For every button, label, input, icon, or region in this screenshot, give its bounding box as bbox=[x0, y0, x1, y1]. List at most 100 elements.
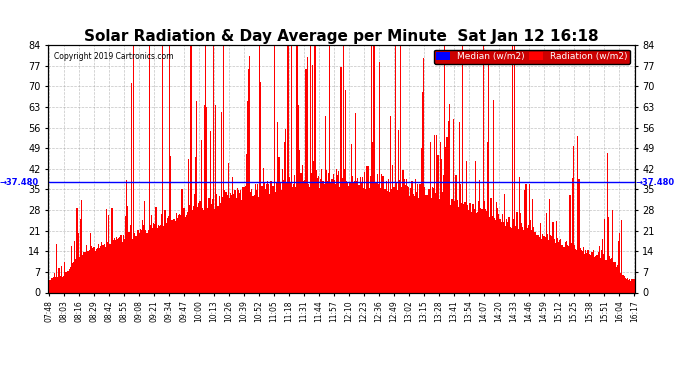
Bar bbox=[469, 204, 470, 292]
Bar bbox=[477, 212, 478, 292]
Bar bbox=[105, 247, 106, 292]
Bar bbox=[203, 210, 204, 292]
Bar bbox=[415, 179, 416, 292]
Bar bbox=[224, 190, 226, 292]
Bar bbox=[542, 234, 544, 292]
Bar bbox=[495, 220, 496, 292]
Bar bbox=[263, 168, 264, 292]
Bar bbox=[502, 214, 503, 292]
Bar bbox=[80, 219, 81, 292]
Bar bbox=[564, 247, 565, 292]
Bar bbox=[518, 229, 519, 292]
Bar bbox=[565, 242, 566, 292]
Bar bbox=[475, 161, 476, 292]
Bar bbox=[117, 239, 118, 292]
Bar bbox=[207, 207, 208, 292]
Bar bbox=[197, 207, 198, 292]
Bar bbox=[569, 195, 571, 292]
Bar bbox=[489, 217, 491, 292]
Bar bbox=[533, 227, 535, 292]
Bar bbox=[241, 200, 242, 292]
Bar bbox=[199, 201, 201, 292]
Bar bbox=[177, 218, 178, 292]
Bar bbox=[435, 193, 436, 292]
Bar bbox=[612, 210, 613, 292]
Bar bbox=[443, 175, 444, 292]
Bar bbox=[624, 278, 626, 292]
Bar bbox=[470, 204, 471, 292]
Bar bbox=[179, 214, 180, 292]
Bar bbox=[295, 187, 297, 292]
Bar bbox=[170, 156, 171, 292]
Bar bbox=[450, 205, 451, 292]
Bar bbox=[455, 175, 457, 292]
Bar bbox=[427, 195, 428, 292]
Bar bbox=[497, 208, 498, 292]
Bar bbox=[107, 243, 108, 292]
Bar bbox=[514, 45, 515, 292]
Bar bbox=[64, 262, 66, 292]
Bar bbox=[575, 249, 576, 292]
Bar bbox=[343, 45, 344, 292]
Bar bbox=[319, 188, 320, 292]
Bar bbox=[272, 186, 273, 292]
Bar bbox=[609, 256, 610, 292]
Bar bbox=[513, 219, 514, 292]
Bar bbox=[373, 45, 374, 292]
Bar bbox=[315, 170, 317, 292]
Bar bbox=[349, 183, 351, 292]
Bar bbox=[90, 234, 91, 292]
Bar bbox=[168, 216, 169, 292]
Bar bbox=[482, 45, 484, 292]
Bar bbox=[114, 238, 115, 292]
Bar bbox=[383, 176, 384, 292]
Bar bbox=[388, 179, 389, 292]
Bar bbox=[512, 45, 513, 292]
Bar bbox=[250, 192, 251, 292]
Bar bbox=[222, 197, 223, 292]
Bar bbox=[273, 186, 274, 292]
Bar bbox=[54, 273, 55, 292]
Bar bbox=[548, 240, 549, 292]
Bar bbox=[100, 246, 101, 292]
Bar bbox=[462, 45, 464, 292]
Bar bbox=[231, 195, 232, 292]
Bar bbox=[268, 184, 269, 292]
Bar bbox=[118, 238, 119, 292]
Bar bbox=[375, 182, 377, 292]
Bar bbox=[603, 255, 604, 292]
Bar bbox=[503, 222, 504, 292]
Bar bbox=[226, 195, 228, 292]
Bar bbox=[380, 188, 381, 292]
Bar bbox=[355, 114, 356, 292]
Bar bbox=[620, 273, 621, 292]
Bar bbox=[278, 157, 279, 292]
Bar bbox=[299, 150, 300, 292]
Bar bbox=[413, 194, 414, 292]
Bar bbox=[166, 223, 167, 292]
Bar bbox=[452, 199, 453, 292]
Bar bbox=[400, 45, 402, 292]
Bar bbox=[535, 235, 537, 292]
Bar bbox=[406, 179, 407, 292]
Bar bbox=[560, 238, 562, 292]
Bar bbox=[87, 251, 88, 292]
Bar bbox=[496, 202, 497, 292]
Bar bbox=[176, 213, 177, 292]
Bar bbox=[615, 267, 617, 292]
Bar bbox=[79, 257, 80, 292]
Bar bbox=[276, 182, 277, 292]
Bar bbox=[619, 233, 620, 292]
Bar bbox=[171, 220, 172, 292]
Bar bbox=[206, 107, 207, 292]
Bar bbox=[253, 196, 254, 292]
Bar bbox=[424, 187, 425, 292]
Bar bbox=[529, 184, 530, 292]
Bar bbox=[353, 183, 354, 292]
Bar bbox=[81, 200, 82, 292]
Bar bbox=[285, 129, 286, 292]
Bar bbox=[188, 159, 189, 292]
Bar bbox=[50, 278, 52, 292]
Bar bbox=[340, 67, 342, 292]
Bar bbox=[121, 242, 123, 292]
